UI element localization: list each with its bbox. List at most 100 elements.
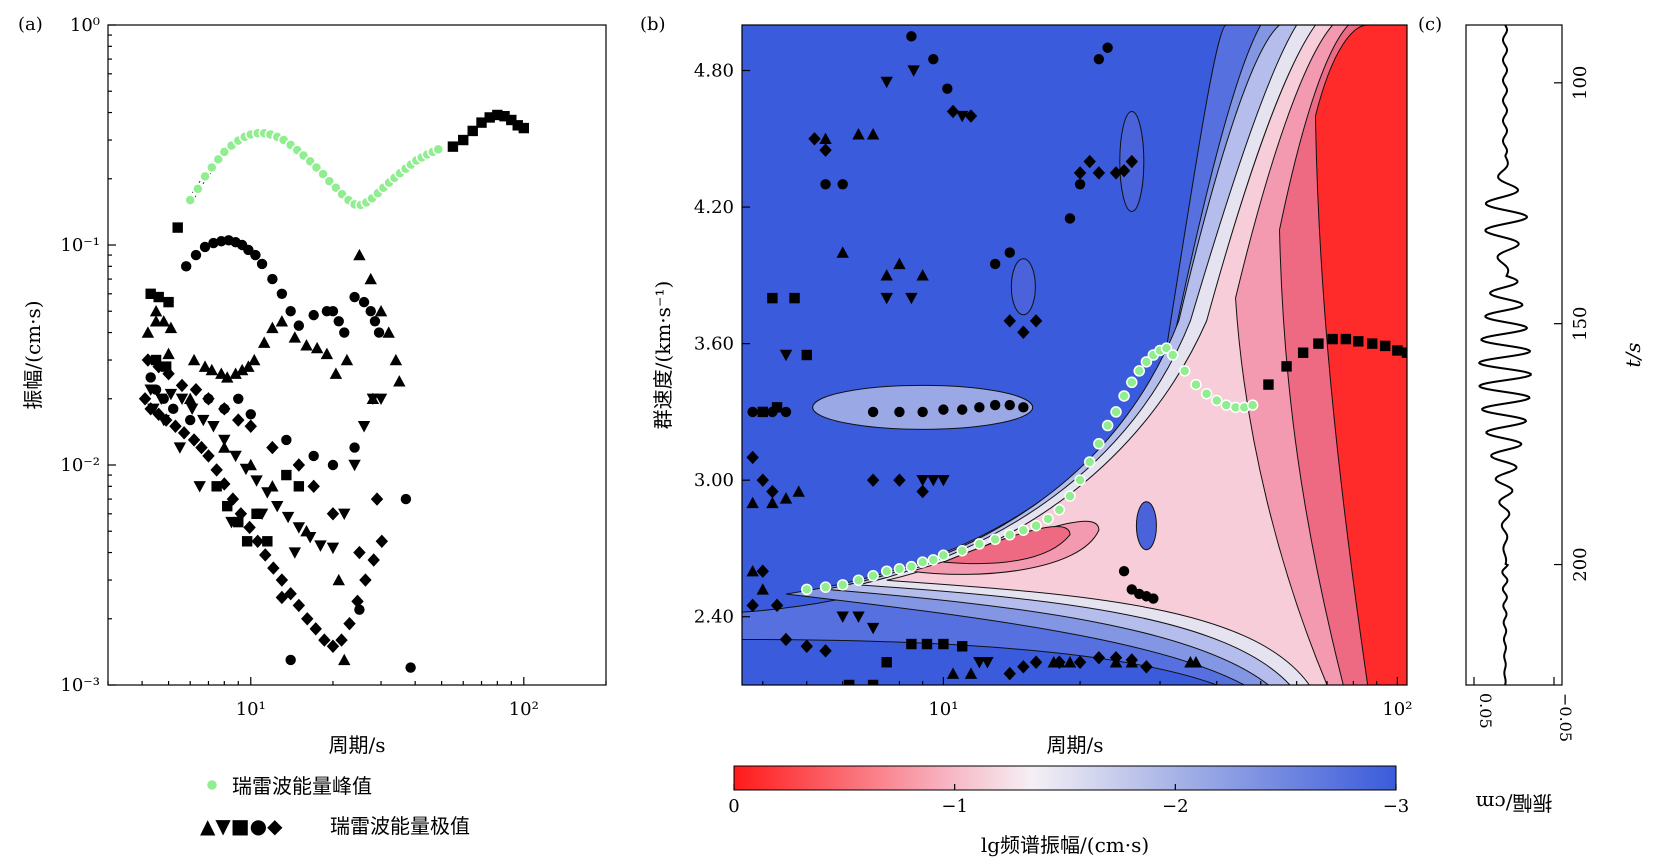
panel-a-frame — [107, 24, 607, 686]
extreme-point — [169, 419, 182, 433]
extreme-point — [288, 331, 302, 343]
peak-point — [852, 574, 865, 587]
extreme-point — [1018, 402, 1029, 413]
extreme-point — [293, 320, 305, 331]
extreme-point — [256, 258, 268, 270]
peak-point — [801, 583, 813, 596]
extreme-point — [335, 633, 348, 647]
panel-a-ylabel: 振幅/(cm·s) — [21, 300, 45, 409]
legend-extreme-symbols: ▲▼■●◆ — [200, 814, 283, 838]
extreme-point — [218, 402, 231, 416]
extreme-point — [199, 241, 211, 253]
extreme-point — [275, 573, 289, 587]
extreme-point — [197, 414, 210, 427]
extreme-point — [153, 291, 164, 303]
extreme-point — [250, 249, 261, 261]
extreme-point — [484, 112, 495, 123]
extreme-point — [866, 128, 880, 140]
extreme-point — [957, 404, 968, 415]
extreme-point — [843, 679, 855, 685]
peak-point — [1083, 456, 1096, 468]
extreme-point — [189, 382, 203, 397]
peak-point — [1093, 438, 1105, 450]
extreme-point — [1004, 399, 1015, 411]
extreme-point — [1064, 213, 1076, 224]
panel-b-ylabel: 群速度/(km·s⁻¹) — [651, 281, 675, 430]
extreme-point — [989, 399, 1001, 411]
extreme-point — [757, 406, 768, 418]
panel-a-ticks: 10¹ 10² 10⁻³ 10⁻² 10⁻¹ 10⁰ — [60, 15, 607, 720]
peak-point — [880, 565, 893, 577]
extreme-point — [261, 487, 274, 499]
extreme-point — [1053, 655, 1066, 669]
peak-point — [1200, 387, 1213, 400]
colorbar-label: lg频谱振幅/(cm·s) — [981, 833, 1149, 857]
peak-point — [956, 544, 968, 557]
extreme-point — [492, 109, 503, 121]
extreme-point — [202, 449, 215, 463]
extreme-point — [820, 179, 831, 190]
extreme-point — [275, 590, 289, 605]
y-tick-label: 3.60 — [694, 334, 734, 355]
extreme-point — [981, 657, 994, 669]
extreme-point — [145, 372, 156, 383]
extreme-point — [447, 141, 459, 152]
extreme-point — [162, 347, 175, 360]
extreme-point — [974, 402, 985, 413]
peak-point — [1064, 490, 1076, 502]
peak-point — [905, 560, 918, 573]
extreme-point — [208, 237, 219, 249]
extreme-point — [349, 291, 360, 303]
panel-c-frame — [1465, 24, 1563, 686]
extreme-point — [942, 83, 953, 94]
panel-a-legend: 瑞雷波能量峰值 ▲▼■●◆ 瑞雷波能量极值 — [200, 774, 470, 838]
extreme-point — [893, 473, 906, 487]
extreme-point — [300, 339, 313, 351]
extreme-point — [808, 132, 821, 146]
extreme-point — [359, 573, 372, 587]
extreme-point — [251, 508, 262, 520]
extreme-point — [333, 316, 344, 327]
extreme-point — [375, 534, 389, 548]
extreme-point — [771, 402, 783, 413]
extreme-point — [348, 459, 361, 472]
extreme-point — [218, 434, 231, 447]
peak-point — [836, 579, 849, 591]
extreme-point — [866, 622, 880, 635]
y-tick-label: 10⁻² — [60, 455, 100, 476]
extreme-point — [880, 269, 893, 281]
extreme-point — [1083, 154, 1096, 169]
extreme-point — [326, 639, 340, 653]
extreme-point — [233, 516, 244, 528]
extreme-point — [506, 114, 517, 126]
extreme-point — [308, 309, 319, 321]
peak-point — [1074, 474, 1086, 486]
extreme-point — [366, 393, 380, 405]
extreme-point — [267, 561, 280, 575]
extreme-point — [1327, 333, 1338, 345]
peak-point — [192, 183, 204, 195]
peak-point — [218, 146, 231, 158]
extreme-point — [1093, 53, 1105, 65]
peak-point — [989, 533, 1001, 546]
extreme-point — [187, 433, 201, 447]
extreme-point — [190, 249, 202, 261]
extreme-point — [262, 536, 273, 547]
panel-b-heatmap — [742, 25, 1407, 685]
extreme-point — [351, 594, 364, 609]
waveform-trace — [1477, 25, 1532, 685]
extreme-point — [326, 542, 340, 555]
extreme-point — [281, 434, 292, 446]
y-tick-label: 4.80 — [694, 61, 734, 82]
y-tick-label: 10⁻¹ — [60, 235, 100, 256]
extreme-point — [852, 128, 865, 140]
extreme-point — [881, 657, 892, 668]
extreme-point — [255, 508, 269, 521]
extreme-point — [318, 633, 331, 647]
peak-point — [916, 556, 929, 568]
extreme-point — [326, 507, 340, 521]
peak-point — [1166, 349, 1179, 361]
extreme-point — [266, 321, 279, 334]
extreme-point — [373, 327, 385, 338]
